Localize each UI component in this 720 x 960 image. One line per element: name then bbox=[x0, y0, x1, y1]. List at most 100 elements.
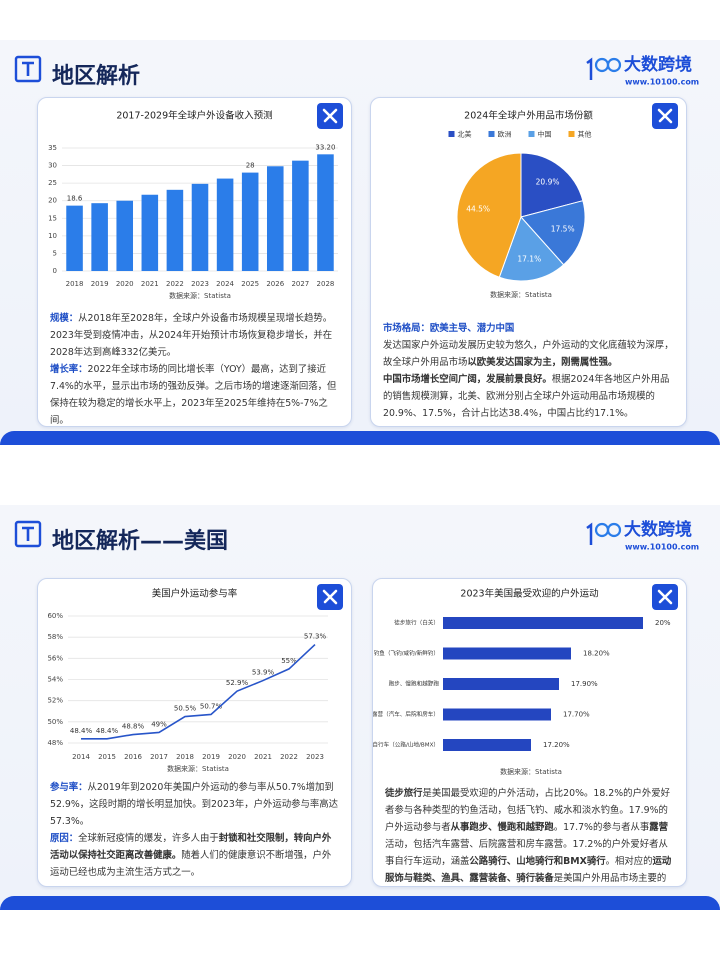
data-label: 18.6 bbox=[67, 195, 83, 203]
bar bbox=[66, 205, 83, 271]
x-tick-label: 2021 bbox=[141, 280, 159, 288]
x-tick-label: 2017 bbox=[150, 753, 168, 761]
legend-label: 其他 bbox=[578, 130, 592, 139]
y-tick-label: 50% bbox=[47, 718, 63, 726]
x-tick-label: 2022 bbox=[280, 753, 298, 761]
card-text: 参与率：从2019年到2020年美国户外运动的参与率从50.7%增加到52.9%… bbox=[38, 779, 351, 881]
legend-swatch bbox=[568, 131, 575, 137]
icon-frame bbox=[14, 55, 42, 83]
text: 。相对应的 bbox=[605, 856, 653, 867]
chart-title: 美国户外运动参与率 bbox=[152, 588, 238, 600]
icon-glyph bbox=[22, 61, 34, 76]
x-tick-label: 2015 bbox=[98, 753, 116, 761]
paragraph: 参与率：从2019年到2020年美国户外运动的参与率从50.7%增加到52.9%… bbox=[50, 779, 339, 830]
logo: 大数跨境 www.10100.com bbox=[586, 54, 699, 87]
tool-icon-glyph bbox=[322, 108, 338, 124]
legend-swatch bbox=[488, 131, 495, 137]
text: 活动，包括汽车露营、后院露营和房车露营。17.2%的户外爱好者从事自行车运动，涵… bbox=[385, 839, 668, 867]
bold-text: 从事跑步、慢跑和越野跑 bbox=[450, 822, 554, 833]
bar bbox=[241, 172, 259, 271]
logo-mark bbox=[606, 522, 622, 538]
y-tick-label: 60% bbox=[47, 612, 63, 620]
logo-name: 大数跨境 bbox=[624, 54, 692, 75]
pie-slice bbox=[456, 152, 522, 278]
text: 。17.7%的参与者从事 bbox=[553, 822, 650, 833]
logo: 大数跨境 www.10100.com bbox=[586, 519, 699, 552]
bold-text: 露营 bbox=[649, 822, 668, 833]
legend-label: 北美 bbox=[458, 130, 472, 139]
card-text: 规模：从2018年至2028年，全球户外设备市场规模呈现增长趋势。2023年受到… bbox=[38, 310, 351, 426]
source: 数据来源：Statista bbox=[500, 767, 562, 776]
bold-text: 以欧美发达国家为主，刚需属性强。 bbox=[467, 357, 618, 368]
y-tick-label: 20 bbox=[48, 197, 57, 205]
data-label: 52.9% bbox=[226, 679, 249, 687]
y-tick-label: 15 bbox=[48, 214, 57, 222]
logo-mark bbox=[594, 522, 610, 538]
data-label: 49% bbox=[151, 720, 167, 728]
bold-text: 运动服饰与鞋类、渔具、露营装备、骑行装备 bbox=[385, 856, 672, 884]
bold-text: 市场格局：欧美主导、潜力中国 bbox=[383, 323, 515, 334]
x-tick-label: 2019 bbox=[202, 753, 220, 761]
icon-glyph bbox=[22, 526, 34, 541]
header-title: 地区解析 bbox=[52, 64, 141, 89]
data-label: 28 bbox=[246, 162, 255, 170]
text: 从2018年至2028年，全球户外设备市场规模呈现增长趋势。2023年受到疫情冲… bbox=[50, 313, 333, 358]
bold-text: 参与率： bbox=[50, 782, 88, 793]
bottom-band bbox=[0, 431, 720, 445]
text: 从2019年到2020年美国户外运动的参与率从50.7%增加到52.9%，这段时… bbox=[50, 782, 339, 827]
paragraph: 徒步旅行是美国最受欢迎的户外活动，占比20%。18.2%的户外爱好者参与各种类型… bbox=[385, 785, 674, 886]
header-icon bbox=[14, 520, 42, 548]
bar bbox=[216, 178, 234, 271]
y-tick-label: 52% bbox=[47, 697, 63, 705]
bold-text: 封锁和社交限制，转向户外活动以保持社交距离改善健康。 bbox=[50, 833, 332, 861]
bold-text: 原因： bbox=[50, 833, 79, 844]
data-label: 48.8% bbox=[122, 723, 145, 731]
bar bbox=[443, 647, 571, 660]
bar bbox=[443, 617, 643, 629]
y-tick-label: 54% bbox=[47, 676, 63, 684]
chart: 2017-2029年全球户外设备收入预测05101520253035201818… bbox=[48, 103, 343, 300]
y-tick-label: 48% bbox=[47, 739, 63, 747]
card-text: 徒步旅行是美国最受欢迎的户外活动，占比20%。18.2%的户外爱好者参与各种类型… bbox=[373, 785, 686, 886]
data-label: 44.5% bbox=[466, 205, 490, 214]
y-tick-label: 露营（汽车、后院和房车） bbox=[373, 710, 439, 718]
y-tick-label: 25 bbox=[48, 179, 57, 187]
card: 美国户外运动参与率 48% 50% 52% 54% 56% 58% 60% 2014 48.4% 2… bbox=[37, 578, 352, 887]
paragraph: 发达国家户外运动发展历史较为悠久，户外运动的文化底蕴较为深厚，故全球户外用品市场… bbox=[383, 337, 674, 371]
data-label: 48.4% bbox=[96, 727, 119, 735]
bar bbox=[141, 194, 159, 271]
bar bbox=[317, 154, 334, 271]
paragraph: 增长率：2022年全球市场的同比增长率（YOY）最高，达到了接近7.4%的水平，… bbox=[50, 361, 339, 426]
card: 2017-2029年全球户外设备收入预测 0 5 10 15 20 25 30 35 2018 18… bbox=[37, 97, 352, 427]
legend-swatch bbox=[448, 131, 455, 137]
chart-title: 2023年美国最受欢迎的户外运动 bbox=[460, 588, 598, 600]
chart-title: 2024年全球户外用品市场份额 bbox=[464, 110, 593, 122]
bar bbox=[91, 203, 108, 271]
data-label: 50.5% bbox=[174, 705, 197, 713]
x-tick-label: 2014 bbox=[72, 753, 90, 761]
x-tick-label: 2016 bbox=[124, 753, 142, 761]
logo-mark bbox=[586, 57, 593, 80]
data-label: 17.1% bbox=[517, 255, 541, 264]
data-label: 55% bbox=[281, 657, 297, 665]
y-tick-label: 自行车（公路/山地/BMX） bbox=[373, 741, 439, 749]
slide: 地区解析——美国 大数跨境 www.10100.com 美国户外运动参与率 48% 50%… bbox=[0, 505, 720, 910]
legend-swatch bbox=[528, 131, 535, 137]
tool-icon-glyph bbox=[322, 589, 338, 605]
paragraph: 市场格局：欧美主导、潜力中国 bbox=[383, 320, 674, 337]
text: 随着人们的健康意识不断增强，户外运动已经也成为主流生活方式之一。 bbox=[50, 850, 332, 878]
bold-text: 徒步旅行 bbox=[385, 788, 423, 799]
x-tick-label: 2025 bbox=[241, 280, 259, 288]
bold-text: 规模： bbox=[50, 313, 79, 324]
y-tick-label: 58% bbox=[47, 633, 63, 641]
paragraph: 中国市场增长空间广阔，发展前景良好。根据2024年各地区户外用品的销售规模测算，… bbox=[383, 371, 674, 422]
data-label: 48.4% bbox=[70, 727, 93, 735]
text: 是美国户外用品市场主要的品类。 bbox=[553, 873, 667, 884]
x-tick-label: 2019 bbox=[91, 280, 109, 288]
bold-text: 中国市场增长空间广阔，发展前景良好。 bbox=[383, 374, 552, 385]
text: 根据2024年各地区户外用品的销售规模测算，北美、欧洲分别占全球户外运动用品市场… bbox=[383, 374, 670, 419]
paragraph: 原因：全球新冠疫情的爆发，许多人由于封锁和社交限制，转向户外活动以保持社交距离改… bbox=[50, 830, 339, 881]
bar bbox=[292, 160, 309, 271]
text: 发达国家户外运动发展历史较为悠久，户外运动的文化底蕴较为深厚，故全球户外用品市场 bbox=[383, 340, 674, 368]
